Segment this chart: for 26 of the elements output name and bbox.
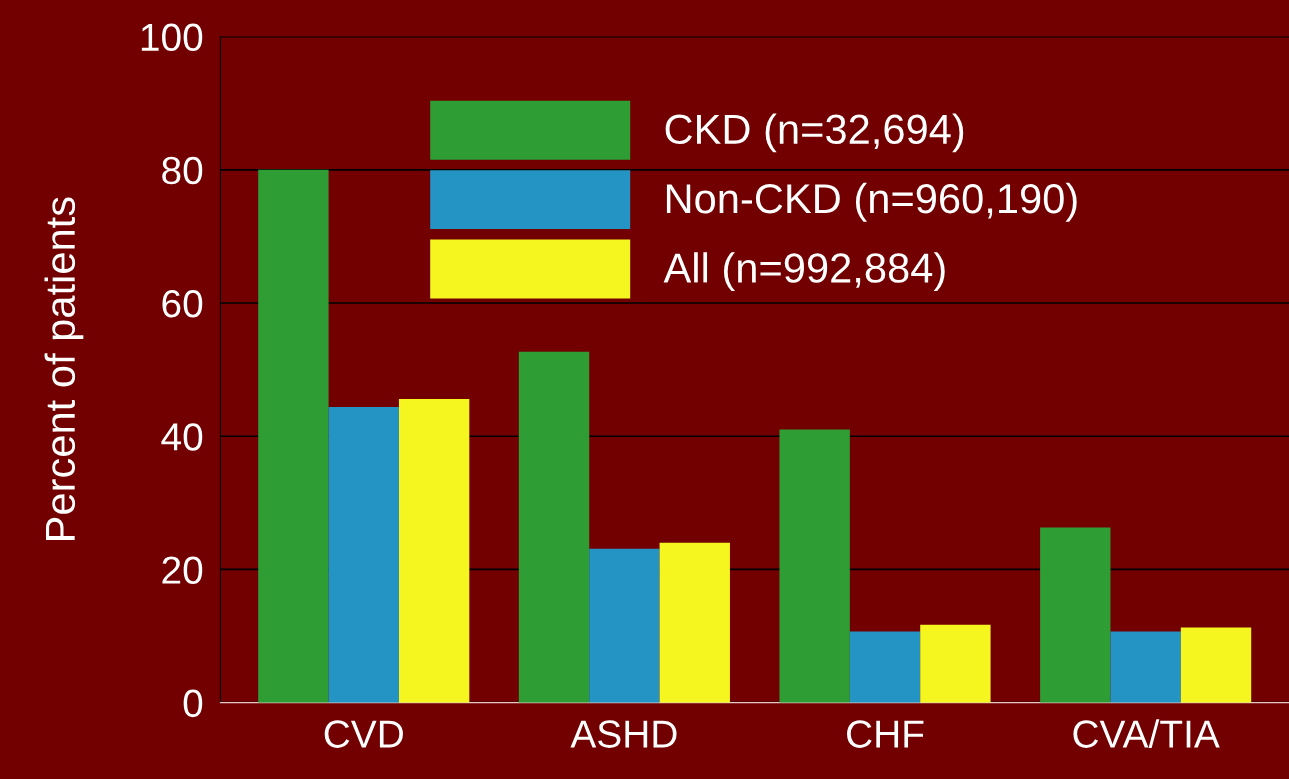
- bar: [328, 406, 399, 703]
- bar: [779, 429, 850, 703]
- bar: [849, 631, 921, 703]
- bar: [1180, 627, 1252, 703]
- bar: [1040, 527, 1111, 703]
- y-tick-label: 100: [141, 23, 203, 52]
- legend-label: Non-CKD (n=960,190): [666, 182, 1077, 222]
- y-axis-title: Percent of patients: [44, 197, 84, 540]
- bar: [920, 624, 991, 703]
- bar: [1110, 631, 1181, 703]
- x-tick-label: CHF: [847, 720, 924, 748]
- bar: [589, 548, 660, 703]
- bar: [659, 542, 730, 703]
- x-tick-label: CVA/TIA: [1073, 719, 1220, 748]
- legend-label: All (n=992,884): [663, 252, 945, 292]
- x-tick-label: CVD: [324, 720, 403, 748]
- y-tick-label: 40: [161, 423, 203, 451]
- bar: [398, 398, 470, 703]
- bar: [518, 351, 590, 703]
- y-tick-label: 60: [162, 289, 203, 318]
- bar: [258, 169, 329, 703]
- legend-label: CKD (n=32,694): [665, 113, 964, 153]
- y-tick-label: 80: [162, 156, 203, 185]
- x-tick-label: ASHD: [570, 720, 677, 748]
- y-tick-label: 20: [162, 556, 203, 584]
- y-tick-label: 0: [183, 689, 203, 718]
